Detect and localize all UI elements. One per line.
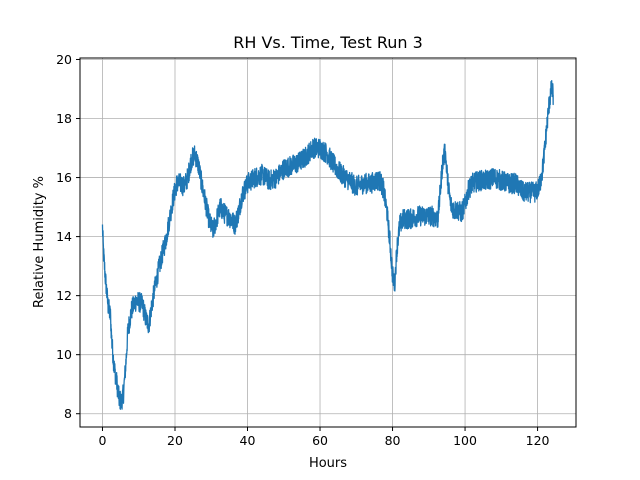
plot-frame [79,57,577,428]
x-tick-label: 80 [385,433,401,448]
y-tick-label: 20 [56,52,72,67]
y-axis-label: Relative Humidity % [32,176,47,308]
chart-title: RH Vs. Time, Test Run 3 [233,33,423,52]
x-tick-label: 40 [240,433,256,448]
x-axis-label: Hours [309,456,347,471]
grid [80,58,576,427]
y-tick-label: 14 [56,229,72,244]
x-tick-label: 20 [167,433,183,448]
y-tick-label: 18 [56,111,72,126]
y-tick-label: 12 [56,288,72,303]
y-tick-label: 8 [64,406,72,421]
y-tick-label: 16 [56,170,72,185]
x-tick-label: 120 [526,433,550,448]
series-layer [101,79,554,410]
x-tick-label: 0 [99,433,107,448]
x-tick-label: 60 [312,433,328,448]
ticks: 0 20 40 60 80 100 120 8 10 12 14 16 18 20 [56,52,549,448]
y-tick-label: 10 [56,347,72,362]
x-tick-label: 100 [453,433,477,448]
rh-series-line [101,79,554,410]
